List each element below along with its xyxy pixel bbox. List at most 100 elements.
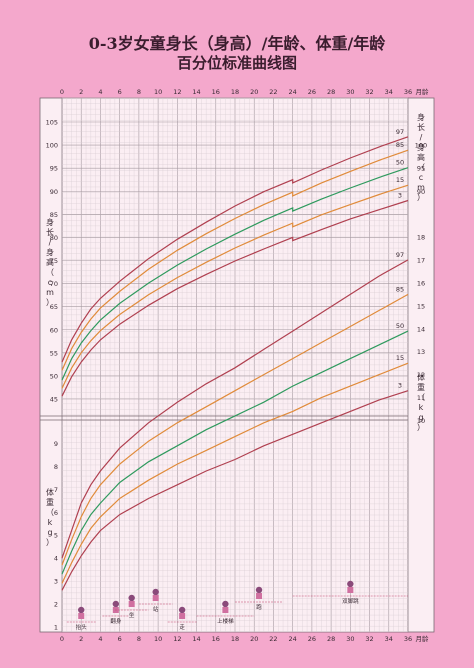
milestone-figure-icon <box>128 601 135 607</box>
x-tick-label-top: 24 <box>289 88 297 96</box>
x-tick-label-bottom: 0 <box>60 635 64 643</box>
height-right-tick-label: 95 <box>417 165 425 173</box>
milestone-label: 站 <box>153 605 159 613</box>
weight-tick-label: 3 <box>54 578 58 586</box>
x-tick-label-top: 2 <box>79 88 83 96</box>
weight-right-tick-label: 10 <box>417 417 425 425</box>
x-tick-label-bottom: 26 <box>308 635 316 643</box>
height-tick-label: 65 <box>50 303 58 311</box>
milestone-figure-icon <box>178 606 186 614</box>
milestone-figure-icon <box>128 594 135 602</box>
weight-right-tick-label: 14 <box>417 325 425 333</box>
height-curve-p3 <box>61 199 409 397</box>
weight-right-tick-label: 17 <box>417 256 425 264</box>
x-tick-label-top: 10 <box>154 88 162 96</box>
x-tick-label-bottom: 16 <box>212 635 220 643</box>
x-tick-label-bottom: 6 <box>118 635 122 643</box>
right-axis-panel <box>407 97 435 633</box>
x-tick-label-bottom: 30 <box>346 635 354 643</box>
weight-right-tick-label: 11 <box>417 394 425 402</box>
x-tick-label-top: 4 <box>98 88 102 96</box>
x-tick-label-top: 6 <box>118 88 122 96</box>
milestone-label: 走 <box>179 623 185 631</box>
weight-curve-p50 <box>61 330 409 575</box>
x-tick-label-bottom: 36 <box>404 635 412 643</box>
weight-tick-label: 6 <box>54 509 58 517</box>
left-axis-panel <box>39 97 63 633</box>
height-tick-label: 60 <box>50 326 58 334</box>
height-tick-label: 85 <box>50 211 58 219</box>
x-tick-label-bottom: 12 <box>173 635 181 643</box>
weight-curve-p15 <box>61 362 409 584</box>
x-tick-label-bottom: 24 <box>289 635 297 643</box>
height-tick-label: 90 <box>50 188 58 196</box>
x-tick-label-bottom: 34 <box>385 635 393 643</box>
height-tick-label: 105 <box>46 119 58 127</box>
weight-axis-title-right: 体重（ k g） <box>417 372 425 432</box>
height-curve-p85 <box>61 149 409 371</box>
x-tick-label-top: 14 <box>192 88 200 96</box>
x-tick-label-top: 18 <box>231 88 239 96</box>
x-tick-label-top: 30 <box>346 88 354 96</box>
page-subtitle: 百分位标准曲线图 <box>176 54 297 72</box>
x-tick-label-bottom: 32 <box>365 635 373 643</box>
milestone-figure-icon <box>78 613 85 619</box>
milestone-label: 翻身 <box>110 617 122 625</box>
weight-right-tick-label: 18 <box>417 234 425 242</box>
height-right-tick-label: 100 <box>415 142 427 150</box>
milestone-label: 抬头 <box>76 623 88 631</box>
weight-percentile-label: 50 <box>396 322 404 330</box>
milestone-figure-icon <box>347 580 354 588</box>
weight-percentile-label: 97 <box>396 251 404 259</box>
milestone-label: 跑 <box>256 603 262 611</box>
weight-tick-label: 7 <box>54 486 58 494</box>
x-tick-label-bottom: 2 <box>79 635 83 643</box>
x-tick-label-bottom: 22 <box>269 635 277 643</box>
weight-right-tick-label: 15 <box>417 302 425 310</box>
milestone-figure-icon <box>78 606 85 614</box>
weight-tick-label: 5 <box>54 532 58 540</box>
height-tick-label: 80 <box>50 234 58 242</box>
x-tick-label-top: 0 <box>60 88 64 96</box>
height-right-tick-label: 90 <box>417 188 425 196</box>
height-tick-label: 95 <box>50 165 58 173</box>
milestone-figure-icon <box>256 593 263 599</box>
milestone-figure-icon <box>222 607 229 613</box>
x-tick-label-bottom: 18 <box>231 635 239 643</box>
x-tick-label-top: 36 <box>404 88 412 96</box>
height-percentile-label: 97 <box>396 128 404 136</box>
x-tick-label-bottom: 4 <box>98 635 102 643</box>
weight-percentile-label: 15 <box>396 354 404 362</box>
weight-tick-label: 9 <box>54 440 58 448</box>
weight-curve-p97 <box>61 259 409 559</box>
x-tick-label-bottom: 20 <box>250 635 258 643</box>
height-percentile-label: 85 <box>396 141 404 149</box>
height-tick-label: 100 <box>46 142 58 150</box>
milestone-figure-icon <box>152 595 159 601</box>
height-tick-label: 50 <box>50 372 58 380</box>
x-tick-label-top: 26 <box>308 88 316 96</box>
height-tick-label: 45 <box>50 396 58 404</box>
x-tick-label-top: 20 <box>250 88 258 96</box>
height-percentile-label: 3 <box>398 191 402 199</box>
weight-tick-label: 4 <box>54 555 58 563</box>
weight-tick-label: 8 <box>54 463 58 471</box>
x-tick-label-top: 28 <box>327 88 335 96</box>
x-axis-label-bottom: 月龄 <box>416 634 430 643</box>
weight-curve-p85 <box>61 293 409 566</box>
height-percentile-label: 15 <box>396 176 404 184</box>
milestone-label: 坐 <box>129 611 135 619</box>
page-title: 0-3岁女童身长（身高）/年龄、体重/年龄 <box>88 34 386 53</box>
weight-tick-label: 1 <box>54 624 58 632</box>
x-tick-label-top: 34 <box>385 88 393 96</box>
milestone-label: 双脚跳 <box>342 597 359 605</box>
x-tick-label-bottom: 8 <box>137 635 141 643</box>
milestone-figure-icon <box>255 586 263 594</box>
height-axis-title-right: 身长/身高（ c m） <box>417 112 425 202</box>
weight-percentile-label: 3 <box>398 382 402 390</box>
weight-right-tick-label: 13 <box>417 348 425 356</box>
height-tick-label: 70 <box>50 280 58 288</box>
weight-percentile-label: 85 <box>396 285 404 293</box>
milestone-figure-icon <box>152 588 159 596</box>
